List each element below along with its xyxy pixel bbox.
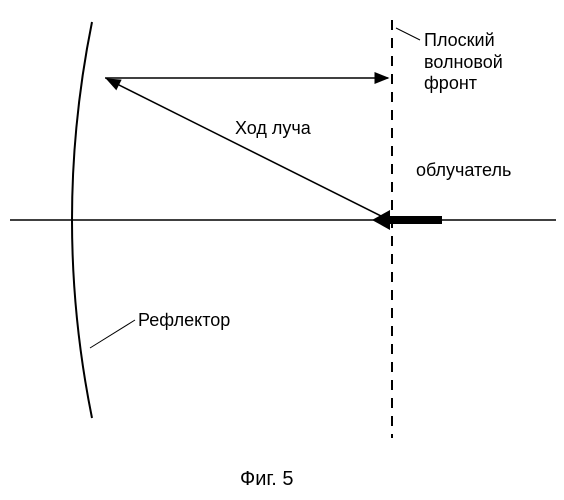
- label-reflector: Рефлектор: [138, 310, 230, 332]
- label-wavefront-line2: волновой: [424, 52, 503, 72]
- label-ray-path: Ход луча: [235, 118, 311, 140]
- label-wavefront: Плоский волновой фронт: [424, 30, 503, 95]
- label-wavefront-line3: фронт: [424, 73, 477, 93]
- feed-horn-icon: [372, 210, 442, 230]
- figure-caption: Фиг. 5: [240, 468, 293, 491]
- leader-reflector: [90, 320, 135, 348]
- label-wavefront-line1: Плоский: [424, 30, 495, 50]
- label-feed: облучатель: [416, 160, 511, 182]
- ray-to-reflector: [107, 79, 385, 218]
- leader-wavefront: [396, 28, 420, 40]
